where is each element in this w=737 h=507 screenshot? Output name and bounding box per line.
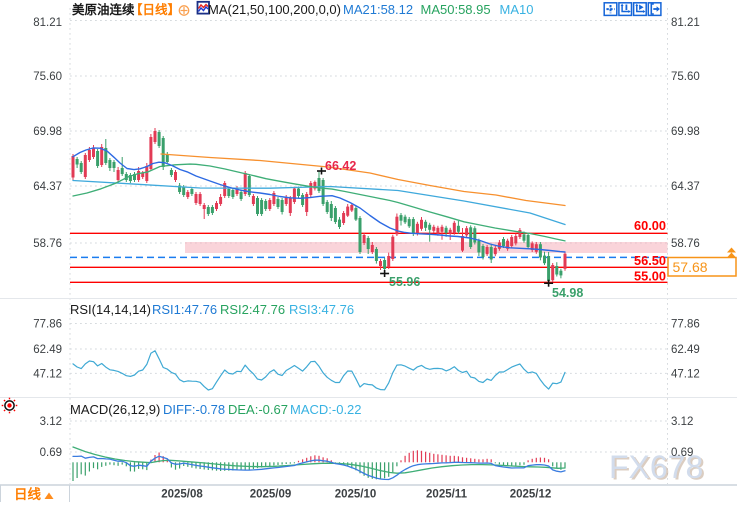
svg-text:3.12: 3.12 — [40, 416, 62, 428]
svg-text:81.21: 81.21 — [671, 17, 700, 29]
svg-text:MACD:-0.22: MACD:-0.22 — [290, 402, 362, 417]
svg-text:55.00: 55.00 — [634, 269, 666, 284]
svg-text:58.76: 58.76 — [671, 238, 700, 250]
svg-text:DEA:-0.67: DEA:-0.67 — [228, 402, 288, 417]
svg-text:RSI1:47.76: RSI1:47.76 — [152, 302, 217, 317]
svg-text:FX678: FX678 — [609, 449, 703, 485]
svg-text:69.98: 69.98 — [33, 126, 62, 138]
svg-text:MA50:58.95: MA50:58.95 — [421, 2, 491, 17]
svg-text:64.37: 64.37 — [33, 181, 62, 193]
svg-text:62.49: 62.49 — [671, 344, 700, 356]
svg-text:MA(21,50,100,200,0,0): MA(21,50,100,200,0,0) — [208, 2, 341, 17]
svg-text:66.42: 66.42 — [325, 159, 356, 173]
svg-text:【日线】: 【日线】 — [130, 2, 180, 17]
svg-text:58.76: 58.76 — [33, 238, 62, 250]
svg-text:MA21:58.12: MA21:58.12 — [343, 2, 413, 17]
svg-text:62.49: 62.49 — [33, 344, 62, 356]
svg-text:3.12: 3.12 — [671, 416, 693, 428]
svg-text:60.00: 60.00 — [634, 218, 666, 233]
svg-text:MACD(26,12,9): MACD(26,12,9) — [70, 402, 160, 417]
svg-text:47.12: 47.12 — [33, 368, 62, 380]
svg-text:56.50: 56.50 — [634, 253, 666, 268]
svg-text:75.60: 75.60 — [671, 71, 700, 83]
svg-text:64.37: 64.37 — [671, 181, 700, 193]
svg-text:FX678: FX678 — [611, 451, 705, 487]
svg-text:DIFF:-0.78: DIFF:-0.78 — [163, 402, 225, 417]
svg-text:57.68: 57.68 — [673, 259, 708, 275]
svg-text:2025/11: 2025/11 — [426, 489, 468, 501]
svg-text:RSI2:47.76: RSI2:47.76 — [220, 302, 285, 317]
svg-text:54.98: 54.98 — [552, 286, 583, 300]
svg-text:77.86: 77.86 — [33, 319, 62, 331]
svg-text:55.96: 55.96 — [389, 275, 420, 289]
svg-text:77.86: 77.86 — [671, 319, 700, 331]
svg-text:47.12: 47.12 — [671, 368, 700, 380]
svg-text:75.60: 75.60 — [33, 71, 62, 83]
svg-text:MA10: MA10 — [500, 2, 534, 17]
svg-text:RSI3:47.76: RSI3:47.76 — [289, 302, 354, 317]
svg-text:RSI(14,14,14): RSI(14,14,14) — [70, 302, 151, 317]
svg-text:69.98: 69.98 — [671, 126, 700, 138]
svg-text:2025/08: 2025/08 — [161, 489, 203, 501]
svg-text:2025/10: 2025/10 — [335, 489, 377, 501]
svg-text:81.21: 81.21 — [33, 17, 62, 29]
svg-text:0.69: 0.69 — [671, 447, 693, 459]
svg-text:2025/12: 2025/12 — [510, 489, 552, 501]
svg-text:2025/09: 2025/09 — [250, 489, 292, 501]
svg-text:美原油连续: 美原油连续 — [72, 2, 135, 17]
svg-text:0.69: 0.69 — [40, 447, 62, 459]
svg-text:日线: 日线 — [14, 486, 41, 502]
